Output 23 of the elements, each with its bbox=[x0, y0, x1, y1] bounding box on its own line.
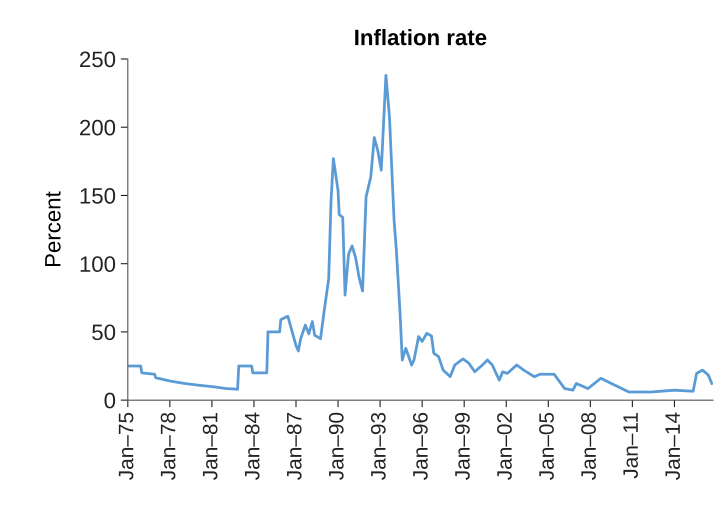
y-tick-label: 0 bbox=[104, 392, 116, 408]
y-tick-label: 250 bbox=[80, 52, 116, 68]
x-tick-label: Jan–81 bbox=[202, 412, 218, 480]
x-tick-label: Jan–02 bbox=[497, 412, 512, 480]
x-tick-label: Jan–14 bbox=[665, 412, 680, 480]
x-tick-label: Jan–93 bbox=[370, 412, 386, 480]
x-tick-label: Jan–11 bbox=[623, 412, 638, 478]
y-axis-title: Percent bbox=[45, 191, 61, 266]
y-tick-label: 50 bbox=[92, 324, 116, 340]
x-tick-label: Jan–99 bbox=[455, 412, 470, 480]
y-tick-label: 100 bbox=[80, 256, 116, 272]
y-tick-label: 200 bbox=[80, 120, 116, 136]
x-tick-label: Jan–08 bbox=[581, 412, 596, 480]
x-tick-label: Jan–87 bbox=[286, 412, 302, 480]
chart-title: Inflation rate bbox=[355, 29, 486, 46]
x-tick-label: Jan–78 bbox=[160, 412, 176, 480]
x-tick-label: Jan–05 bbox=[539, 412, 554, 480]
x-tick-label: Jan–84 bbox=[244, 412, 260, 480]
x-tick-label: Jan–75 bbox=[118, 412, 134, 480]
x-tick-label: Jan–90 bbox=[328, 412, 344, 480]
line-series bbox=[128, 74, 713, 394]
y-tick-label: 150 bbox=[80, 188, 116, 204]
x-tick-label: Jan–96 bbox=[412, 412, 428, 480]
